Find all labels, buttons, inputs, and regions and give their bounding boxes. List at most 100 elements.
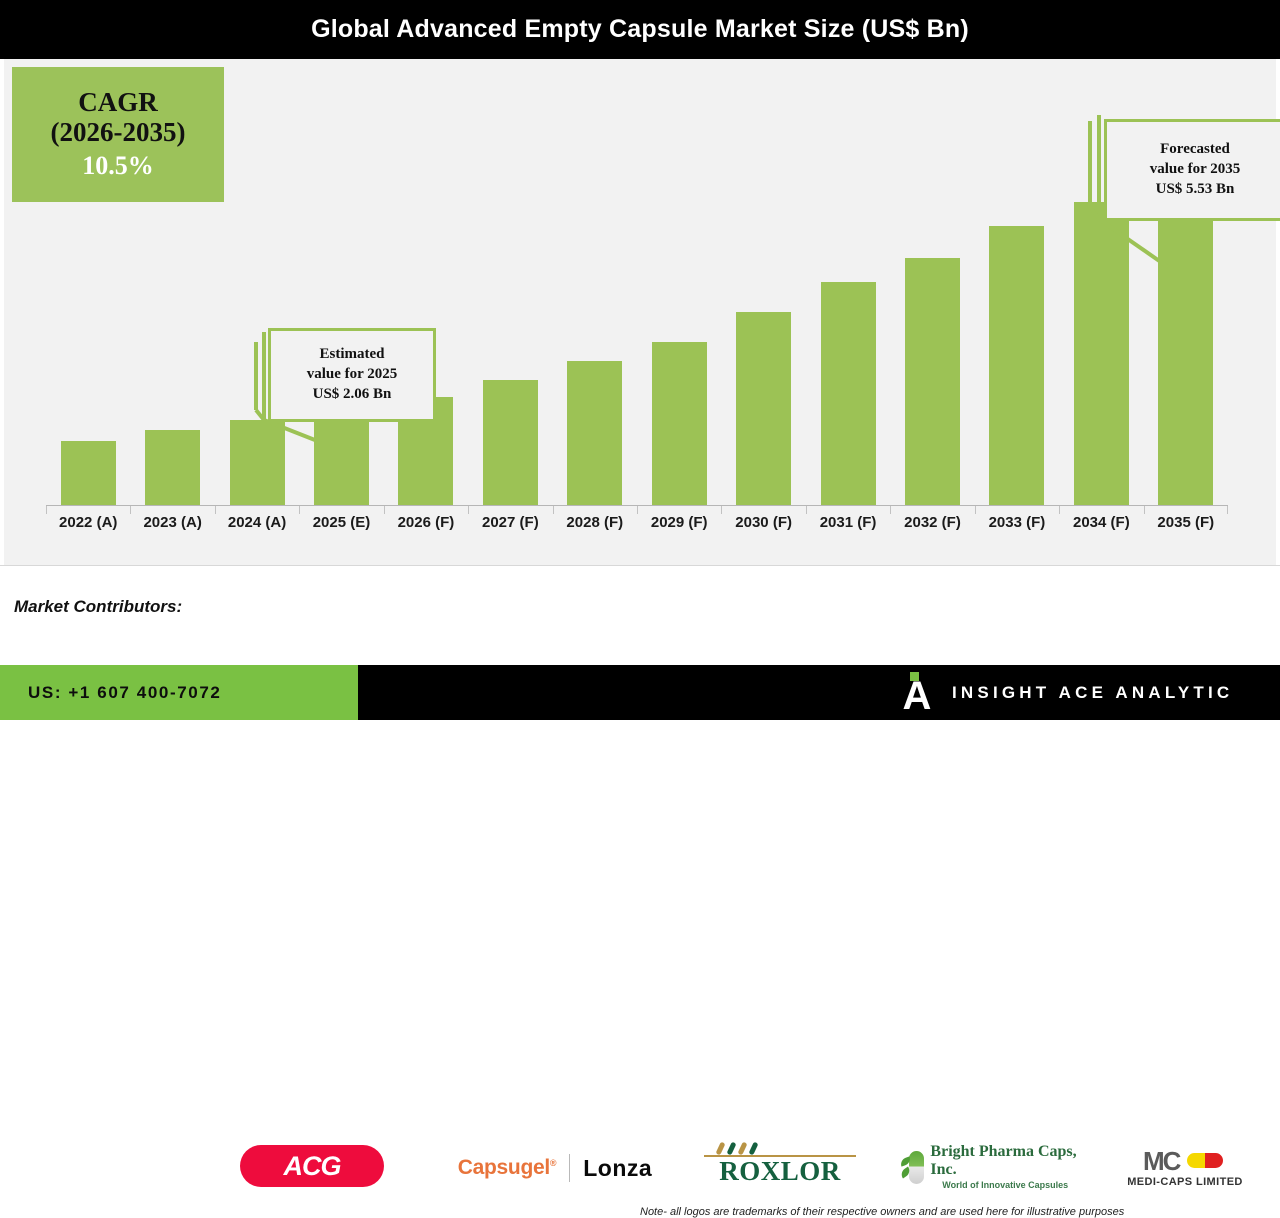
bar-rect xyxy=(567,361,623,505)
medicaps-mark-icon: MC xyxy=(1143,1146,1227,1176)
medicaps-mc-letters: MC xyxy=(1143,1146,1181,1176)
roxlor-logo-text: ROXLOR xyxy=(719,1155,841,1186)
bar-2024-a- xyxy=(215,59,299,505)
x-label-2024-a-: 2024 (A) xyxy=(227,514,287,531)
callout-2025-line1: Estimated xyxy=(319,346,385,363)
callout-2025-line3: US$ 2.06 Bn xyxy=(312,385,392,402)
logo-divider xyxy=(569,1154,571,1182)
bright-pharma-name: Bright Pharma Caps, Inc. xyxy=(930,1143,1077,1178)
callout-leader-2025 xyxy=(254,332,321,444)
acg-logo-text: ACG xyxy=(283,1150,342,1181)
logo-acg: ACG xyxy=(240,1145,384,1187)
logo-medi-caps: MC MEDI-CAPS LIMITED xyxy=(1115,1143,1255,1191)
callout-2035-line1: Forecasted xyxy=(1160,141,1230,158)
x-label-2022-a-: 2022 (A) xyxy=(59,514,118,531)
roxlor-capsule-icon xyxy=(715,1141,762,1155)
x-axis-ticks xyxy=(46,506,1228,514)
panel-edge-right xyxy=(1276,59,1280,565)
x-label-2034-f-: 2034 (F) xyxy=(1073,514,1130,531)
bar-rect xyxy=(651,342,707,505)
bar-series xyxy=(46,59,1228,505)
bar-rect xyxy=(736,312,792,505)
acg-pill-icon: ACG xyxy=(240,1145,384,1187)
cagr-badge: CAGR (2026-2035) 10.5% xyxy=(12,67,224,202)
bright-pharma-text-block: Bright Pharma Caps, Inc. World of Innova… xyxy=(930,1143,1080,1191)
bar-2025-e- xyxy=(299,59,383,505)
bar-rect xyxy=(229,420,285,505)
callout-leader-2035 xyxy=(1088,115,1170,269)
trademark-note: Note- all logos are trademarks of their … xyxy=(640,1206,1125,1218)
x-label-2032-f-: 2032 (F) xyxy=(904,514,961,531)
logo-roxlor: ROXLOR xyxy=(700,1137,860,1189)
bar-2023-a- xyxy=(130,59,214,505)
bar-2022-a- xyxy=(46,59,130,505)
capsule-shape xyxy=(909,1151,924,1184)
bar-2034-f- xyxy=(1059,59,1143,505)
x-label-2031-f-: 2031 (F) xyxy=(819,514,877,531)
bar-2028-f- xyxy=(553,59,637,505)
x-label-2029-f-: 2029 (F) xyxy=(650,514,708,531)
bright-pharma-tagline: World of Innovative Capsules xyxy=(942,1180,1069,1191)
page-title: Global Advanced Empty Capsule Market Siz… xyxy=(311,15,969,43)
bar-rect xyxy=(1073,202,1129,505)
callout-box-2035: Forecasted value for 2035 US$ 5.53 Bn xyxy=(1104,119,1280,221)
lonza-logo-text: Lonza xyxy=(583,1154,653,1181)
footer-phone[interactable]: US: +1 607 400-7072 xyxy=(28,682,222,702)
bar-rect xyxy=(60,441,116,505)
capsule-leaf-icon xyxy=(898,1149,925,1185)
footer-bar: US: +1 607 400-7072 A INSIGHT ACE ANALYT… xyxy=(0,665,1280,720)
bar-2030-f- xyxy=(721,59,805,505)
bar-rect xyxy=(989,226,1045,505)
medicaps-logo-text: MEDI-CAPS LIMITED xyxy=(1127,1176,1243,1188)
x-axis-line xyxy=(46,505,1228,506)
cagr-label: CAGR xyxy=(78,87,158,118)
bar-rect xyxy=(904,258,960,505)
medicaps-capsule-icon xyxy=(1187,1153,1223,1168)
bar-2031-f- xyxy=(806,59,890,505)
bar-2027-f- xyxy=(468,59,552,505)
capsugel-trademark: ® xyxy=(549,1158,557,1168)
footer-contact-block: US: +1 607 400-7072 xyxy=(0,665,358,720)
logo-bright-pharma-caps: Bright Pharma Caps, Inc. World of Innova… xyxy=(898,1143,1080,1190)
x-label-2025-e-: 2025 (E) xyxy=(312,514,371,531)
x-label-2035-f-: 2035 (F) xyxy=(1157,514,1215,531)
bar-2033-f- xyxy=(975,59,1059,505)
logo-capsugel-lonza: Capsugel® Lonza xyxy=(440,1153,670,1183)
roxlor-rule xyxy=(704,1154,856,1157)
capsugel-name: Capsugel xyxy=(457,1156,550,1179)
brand-name: INSIGHT ACE ANALYTIC xyxy=(952,682,1234,702)
bar-rect xyxy=(145,430,201,505)
x-axis-labels: 2022 (A) 2023 (A) 2024 (A) 2025 (E) 2026 (F)… xyxy=(46,514,1228,554)
bar-rect xyxy=(482,380,538,505)
contributors-divider xyxy=(0,565,1280,566)
insight-ace-logo-icon: A xyxy=(900,671,934,718)
x-label-2026-f-: 2026 (F) xyxy=(397,514,455,531)
contributors-label: Market Contributors: xyxy=(14,597,183,616)
cagr-period: (2026-2035) xyxy=(50,117,186,148)
x-label-2033-f-: 2033 (F) xyxy=(988,514,1046,531)
brand-letter-a: A xyxy=(902,673,932,718)
x-label-2028-f-: 2028 (F) xyxy=(566,514,624,531)
bar-2032-f- xyxy=(890,59,974,505)
panel-edge-left xyxy=(0,59,4,565)
callout-box-2025: Estimated value for 2025 US$ 2.06 Bn xyxy=(268,328,436,422)
callout-2035-line3: US$ 5.53 Bn xyxy=(1155,180,1235,197)
bar-rect xyxy=(820,282,876,505)
capsugel-logo-text: Capsugel® xyxy=(457,1156,557,1180)
cagr-value: 10.5% xyxy=(82,150,154,180)
bar-rect xyxy=(313,409,369,505)
callout-estimated-2025: Estimated value for 2025 US$ 2.06 Bn xyxy=(240,324,440,444)
bar-2029-f- xyxy=(637,59,721,505)
callout-2025-line2: value for 2025 xyxy=(306,366,398,383)
chart-panel: CAGR (2026-2035) 10.5% 2022 (A) 2023 (A) 2… xyxy=(0,59,1280,565)
market-contributors-strip: Market Contributors: ACG Capsugel® Lonza… xyxy=(0,565,1280,1218)
x-label-2030-f-: 2030 (F) xyxy=(735,514,792,531)
x-label-2023-a-: 2023 (A) xyxy=(143,514,202,531)
callout-forecast-2035: Forecasted value for 2035 US$ 5.53 Bn xyxy=(1076,115,1280,295)
brand-green-square xyxy=(910,671,919,681)
brand-block: A INSIGHT ACE ANALYTIC xyxy=(900,665,1233,720)
title-bar: Global Advanced Empty Capsule Market Siz… xyxy=(0,0,1280,59)
callout-2035-line2: value for 2035 xyxy=(1149,161,1241,178)
x-label-2027-f-: 2027 (F) xyxy=(482,514,539,531)
